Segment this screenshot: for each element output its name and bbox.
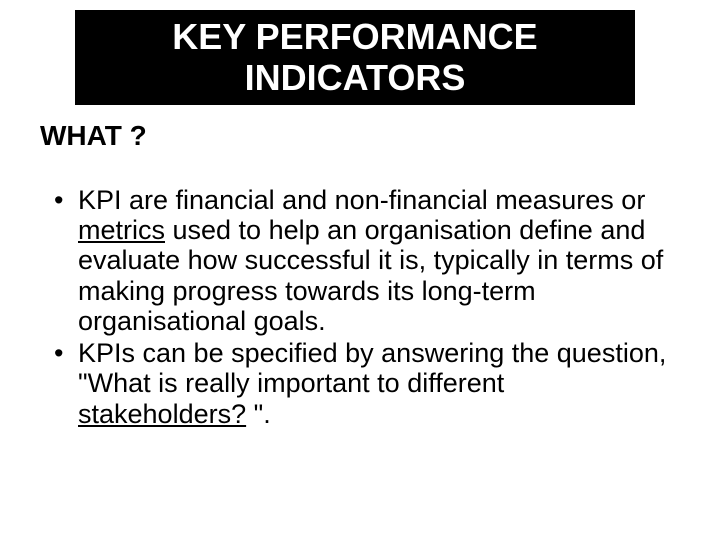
title-bar: KEY PERFORMANCE INDICATORS <box>75 10 635 105</box>
underlined-text: stakeholders? <box>78 399 246 429</box>
bullet-list: KPI are financial and non-financial meas… <box>48 185 668 431</box>
body-text: KPIs can be specified by answering the q… <box>78 338 666 398</box>
bullet-item: KPIs can be specified by answering the q… <box>48 338 668 429</box>
title-line-2: INDICATORS <box>83 57 627 98</box>
bullet-item: KPI are financial and non-financial meas… <box>48 185 668 336</box>
body-text: used to help an organisation define and … <box>78 215 663 336</box>
underlined-text: metrics <box>78 215 165 245</box>
body-text: KPI are financial and non-financial meas… <box>78 185 645 215</box>
title-line-1: KEY PERFORMANCE <box>83 16 627 57</box>
body-text: ". <box>246 399 271 429</box>
subheading: WHAT ? <box>40 120 147 152</box>
